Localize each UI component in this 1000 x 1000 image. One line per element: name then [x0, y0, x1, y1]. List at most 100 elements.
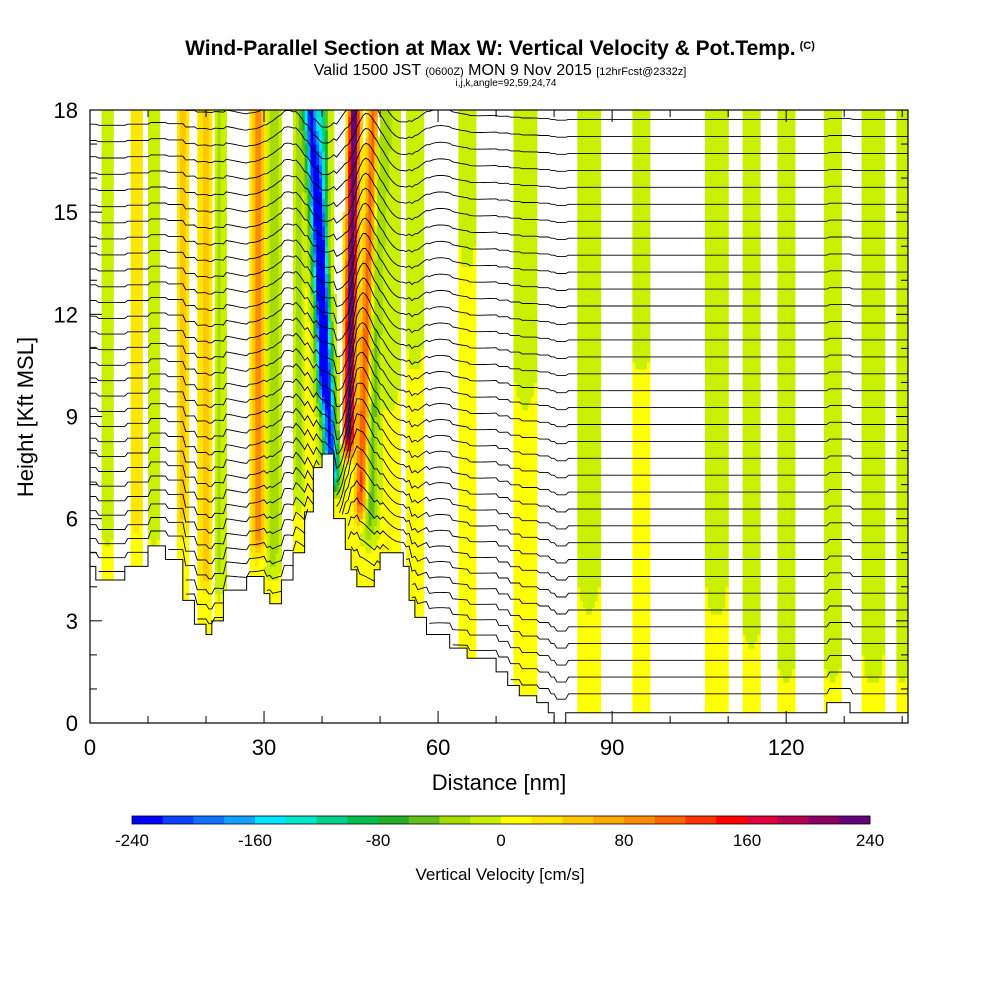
velocity-cell	[316, 389, 320, 397]
velocity-cell	[374, 198, 378, 227]
velocity-cell	[255, 552, 259, 567]
velocity-cell	[348, 280, 352, 438]
x-tick-label: 60	[426, 735, 450, 760]
colorbar-swatch	[224, 816, 256, 824]
velocity-cell	[307, 266, 312, 322]
velocity-cell	[316, 416, 320, 465]
colorbar-swatch	[439, 816, 471, 824]
velocity-cell	[322, 416, 326, 424]
velocity-cell	[148, 110, 152, 540]
velocity-cell	[365, 389, 370, 418]
velocity-cell	[313, 266, 317, 281]
velocity-cell	[365, 137, 370, 179]
velocity-cell	[330, 423, 335, 438]
terrain-mask	[89, 453, 909, 724]
velocity-cell	[368, 110, 372, 132]
velocity-cell	[156, 110, 161, 540]
theta-contour	[90, 382, 908, 462]
velocity-cell	[327, 362, 332, 370]
velocity-cell	[136, 110, 140, 533]
velocity-cell	[353, 246, 358, 275]
colorbar-frame	[131, 815, 871, 825]
velocity-cell	[644, 110, 648, 370]
velocity-cell	[307, 110, 312, 132]
velocity-cell	[374, 144, 378, 172]
velocity-cell	[374, 416, 378, 527]
velocity-cell	[336, 491, 341, 499]
velocity-cell	[316, 314, 320, 329]
velocity-cell	[881, 110, 886, 656]
velocity-cell	[310, 110, 314, 166]
velocity-cell	[704, 586, 709, 723]
velocity-cell	[516, 396, 520, 723]
velocity-cell	[258, 545, 262, 554]
y-tick-label: 18	[54, 98, 78, 123]
velocity-cell	[327, 334, 332, 349]
velocity-cell	[333, 477, 338, 486]
velocity-cell	[467, 266, 471, 723]
velocity-cell	[757, 110, 761, 636]
theta-contour	[90, 479, 908, 564]
velocity-cell	[725, 586, 729, 723]
velocity-cell	[359, 110, 364, 132]
velocity-cell	[371, 205, 375, 241]
velocity-cell	[252, 110, 256, 547]
velocity-cell	[307, 178, 312, 193]
velocity-cell	[301, 191, 306, 506]
velocity-cell	[200, 110, 204, 588]
velocity-cell	[365, 498, 370, 513]
velocity-cell	[362, 511, 367, 520]
velocity-cell	[722, 110, 726, 608]
velocity-cell	[336, 484, 341, 493]
velocity-cell	[716, 110, 721, 615]
valid-prefix: Valid 1500 JST	[313, 62, 421, 79]
velocity-cell	[417, 110, 422, 370]
velocity-cell	[835, 675, 839, 723]
velocity-cell	[313, 253, 317, 268]
velocity-cell	[409, 110, 413, 370]
colorbar-swatch	[162, 816, 194, 824]
colorbar-tick-label: 80	[615, 831, 634, 850]
velocity-cell	[304, 218, 309, 288]
velocity-cell	[461, 110, 465, 268]
velocity-cell	[406, 110, 410, 349]
velocity-cell	[252, 545, 256, 561]
velocity-cell	[327, 368, 332, 390]
velocity-cell	[359, 505, 364, 513]
colorbar: -240 -160 -80 0 80 160 240	[115, 815, 884, 850]
velocity-cell	[713, 614, 718, 723]
theta-contour	[90, 413, 908, 496]
valid-date: MON 9 Nov 2015	[468, 62, 592, 79]
velocity-cell	[353, 307, 358, 343]
velocity-cell	[707, 110, 712, 608]
velocity-cell	[310, 273, 314, 295]
velocity-cell	[348, 116, 352, 152]
colorbar-swatch	[132, 816, 164, 824]
theta-contour	[185, 565, 908, 649]
colorbar-swatch	[654, 816, 686, 824]
velocity-cell	[319, 396, 323, 404]
velocity-cell	[519, 402, 523, 723]
velocity-cell	[304, 191, 309, 220]
velocity-cell	[353, 443, 358, 465]
velocity-cell	[336, 402, 341, 431]
velocity-cell	[789, 675, 793, 723]
velocity-cell	[586, 614, 590, 723]
velocity-cell	[368, 327, 372, 356]
colorbar-tick-label: 0	[496, 831, 505, 850]
velocity-cell	[307, 191, 312, 206]
velocity-cell	[307, 205, 312, 220]
velocity-cell	[313, 225, 317, 241]
y-tick-label: 9	[66, 405, 78, 430]
velocity-cell	[464, 266, 468, 723]
velocity-cell	[255, 539, 259, 547]
velocity-cell	[362, 327, 367, 452]
velocity-cell	[356, 525, 361, 533]
velocity-cell	[206, 110, 210, 581]
velocity-cell	[342, 443, 346, 452]
velocity-cell	[304, 287, 309, 723]
velocity-cell	[351, 457, 355, 465]
velocity-cell	[324, 273, 329, 288]
velocity-cell	[217, 573, 222, 601]
forecast-label: [12hrFcst@2332z]	[596, 66, 687, 78]
